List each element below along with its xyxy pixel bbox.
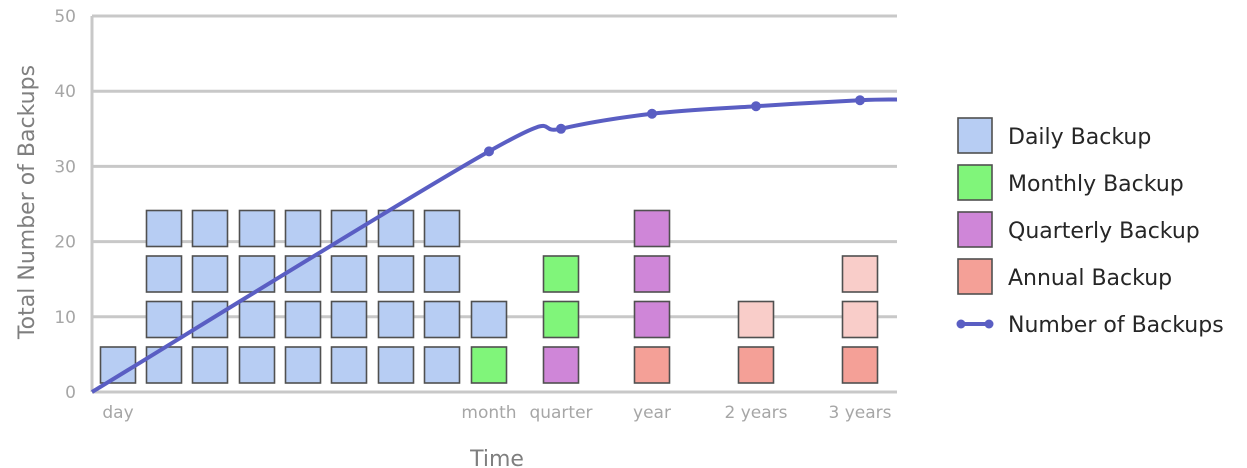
- series-line-number-of-backups: [90, 97, 898, 394]
- legend-label-monthly: Monthly Backup: [1008, 172, 1184, 197]
- y-tick-label: 50: [54, 7, 76, 27]
- backup-box-daily: [377, 255, 415, 293]
- backup-box-quarterly: [542, 346, 580, 384]
- backup-box-daily: [145, 346, 183, 384]
- legend-swatch-daily: [957, 117, 993, 154]
- backup-box-daily: [330, 346, 368, 384]
- backup-box-monthly: [470, 346, 508, 384]
- backup-box-daily: [191, 255, 229, 293]
- x-tick-label: 2 years: [724, 403, 787, 423]
- backup-box-daily: [238, 209, 276, 248]
- backup-box-daily: [145, 209, 183, 248]
- backup-box-daily: [423, 346, 461, 384]
- x-tick-label: 3 years: [828, 403, 891, 423]
- x-tick-label: year: [633, 403, 671, 423]
- y-tick-label: 40: [54, 82, 76, 102]
- x-tick-label: month: [461, 403, 516, 423]
- y-tick-label: 30: [54, 157, 76, 177]
- backup-box-daily: [423, 255, 461, 293]
- legend-label-quarterly: Quarterly Backup: [1008, 219, 1200, 244]
- series-point: [556, 123, 566, 134]
- legend-label-line: Number of Backups: [1008, 313, 1224, 338]
- series-point: [484, 146, 494, 157]
- legend-line-marker: [956, 319, 966, 329]
- backup-box-daily: [238, 300, 276, 339]
- legend-line-marker: [984, 319, 994, 329]
- backup-box-monthly: [542, 255, 580, 293]
- y-tick-labels: 0 10 20 30 40 50: [54, 7, 76, 403]
- backup-box-daily: [377, 300, 415, 339]
- backup-box-daily: [330, 300, 368, 339]
- backup-box-daily: [470, 300, 508, 339]
- y-tick-label: 20: [54, 233, 76, 253]
- legend-swatch-monthly: [957, 164, 993, 201]
- backup-box-quarterly: [633, 209, 671, 248]
- backup-box-annual: [841, 346, 879, 384]
- backup-box-annual-faded: [841, 300, 879, 339]
- backup-box-annual-faded: [737, 300, 775, 339]
- backup-box-daily: [377, 209, 415, 248]
- x-tick-label: day: [102, 403, 133, 423]
- backup-box-daily: [145, 300, 183, 339]
- backup-box-daily: [423, 209, 461, 248]
- backup-box-daily: [284, 300, 322, 339]
- backup-box-daily: [284, 346, 322, 384]
- backup-box-annual-faded: [841, 255, 879, 293]
- series-point: [751, 101, 761, 112]
- backup-box-daily: [191, 346, 229, 384]
- x-axis-title: Time: [469, 447, 524, 468]
- backup-box-daily: [377, 346, 415, 384]
- backup-box-daily: [330, 255, 368, 293]
- backup-box-quarterly: [633, 300, 671, 339]
- y-tick-label: 10: [54, 308, 76, 328]
- series-point: [647, 108, 657, 119]
- backup-box-quarterly: [633, 255, 671, 293]
- legend-label-daily: Daily Backup: [1008, 125, 1151, 150]
- legend-swatch-annual: [957, 258, 993, 295]
- y-axis-title: Total Number of Backups: [15, 65, 40, 340]
- series-point: [855, 95, 865, 106]
- legend-swatch-quarterly: [957, 211, 993, 248]
- backup-boxes: [99, 209, 879, 384]
- backup-box-daily: [145, 255, 183, 293]
- legend-label-annual: Annual Backup: [1008, 266, 1172, 291]
- backup-box-monthly: [542, 300, 580, 339]
- backup-box-annual: [633, 346, 671, 384]
- backup-box-daily: [423, 300, 461, 339]
- backup-box-daily: [238, 255, 276, 293]
- backup-box-annual: [737, 346, 775, 384]
- number-of-backups-series: [90, 95, 898, 394]
- x-tick-label: quarter: [529, 403, 592, 423]
- legend: Daily Backup Monthly Backup Quarterly Back…: [956, 117, 1224, 338]
- x-tick-labels: day month quarter year 2 years 3 years: [102, 403, 891, 423]
- y-tick-label: 0: [65, 383, 76, 403]
- backup-box-daily: [238, 346, 276, 384]
- backup-box-daily: [191, 209, 229, 248]
- backup-box-daily: [284, 209, 322, 248]
